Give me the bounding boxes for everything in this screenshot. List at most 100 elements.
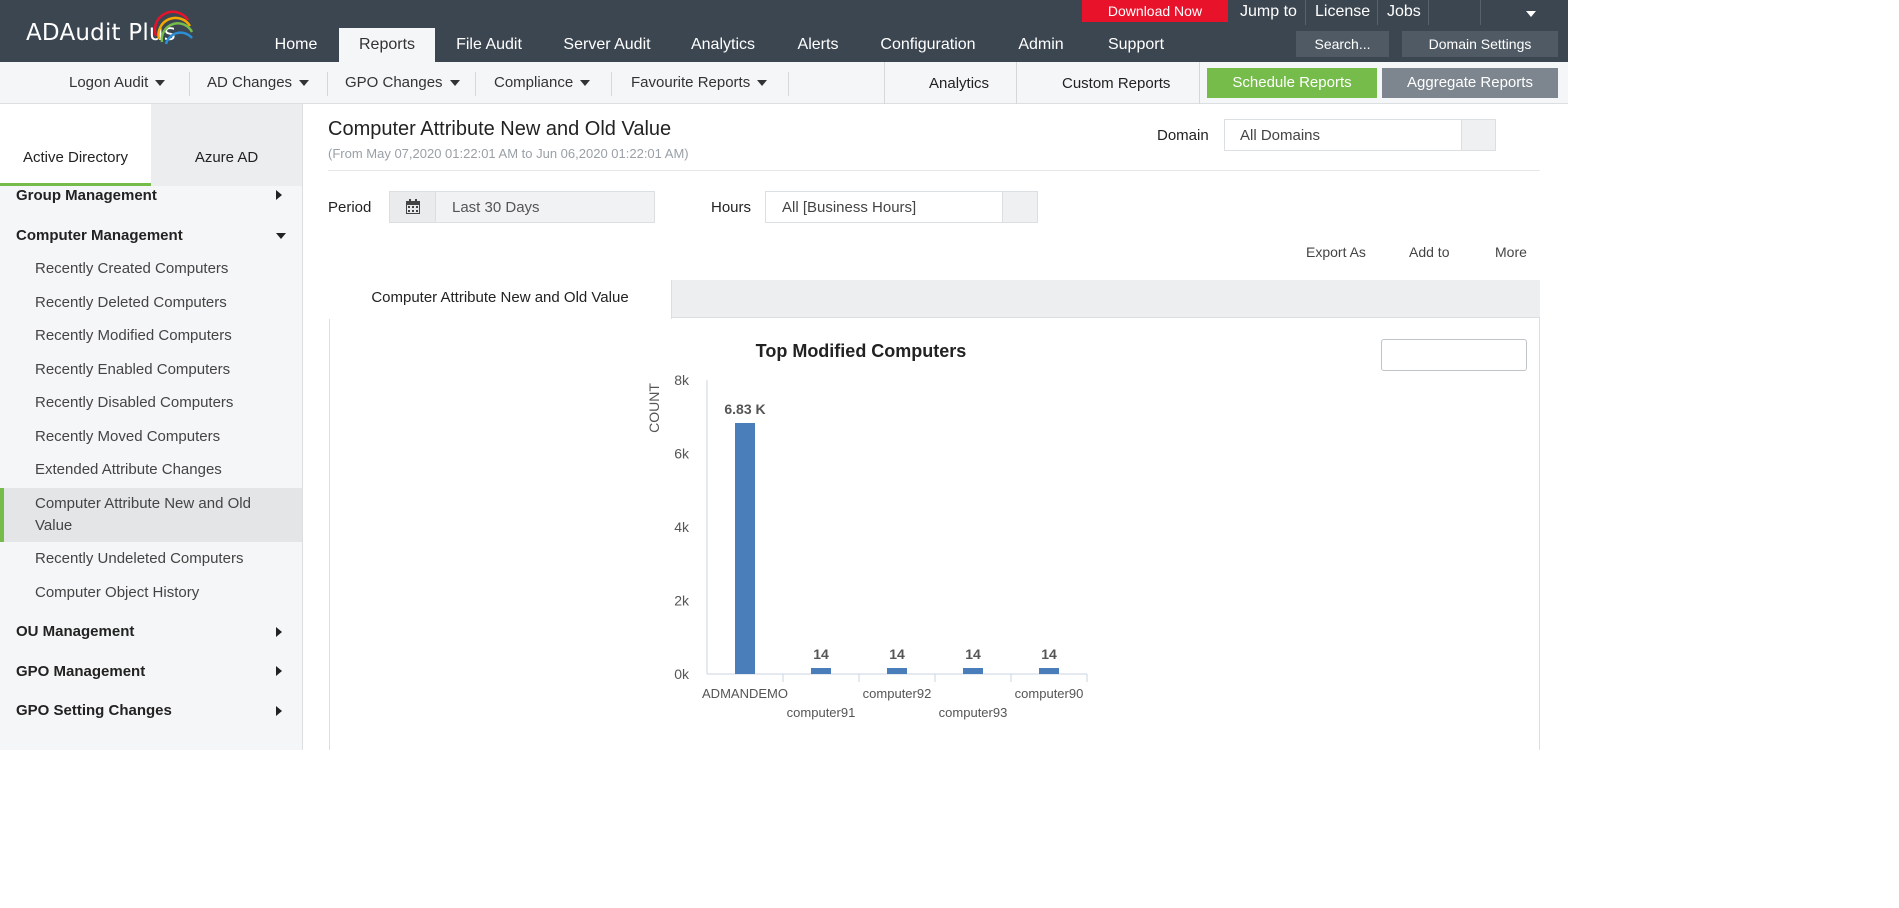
analytics-link[interactable]: Analytics [929,75,990,92]
bar-data-label: 6.83 K [724,401,765,417]
logon-audit-menu[interactable]: Logon Audit [69,74,166,91]
hours-select-value: All [Business Hours] [782,199,917,216]
download-now-button[interactable]: Download Now [1082,0,1228,22]
nav-analytics[interactable]: Analytics [690,36,756,53]
x-tick-label: computer90 [1015,686,1084,701]
chevron-down-icon [449,80,460,87]
y-tick-label: 4k [674,519,690,535]
top-separator [1305,0,1306,25]
hours-select[interactable]: All [Business Hours] [765,191,1038,223]
y-tick-label: 2k [674,593,690,609]
sidebar-item-object-history[interactable]: Computer Object History [35,584,200,601]
jump-to-link[interactable]: Jump to [1240,3,1297,20]
nav-admin[interactable]: Admin [1018,36,1064,53]
chart-title: Top Modified Computers [756,341,967,361]
bar [963,668,983,674]
top-separator [1428,0,1429,25]
sidebar-computer-management[interactable]: Computer Management [16,227,183,244]
nav-support[interactable]: Support [1107,36,1165,53]
top-separator [1480,0,1481,25]
tab-azure-ad[interactable]: Azure AD [151,104,302,186]
chevron-down-icon[interactable] [276,233,286,239]
sidebar-item-recently-created[interactable]: Recently Created Computers [35,260,229,277]
jobs-link[interactable]: Jobs [1387,3,1421,20]
domain-select-toggle[interactable] [1461,120,1495,150]
y-axis-label: COUNT [646,383,662,433]
domain-label: Domain [1157,127,1209,144]
favourite-reports-menu[interactable]: Favourite Reports [631,74,768,91]
more-link[interactable]: More [1495,244,1527,260]
period-select[interactable]: Last 30 Days [389,191,655,223]
bar [1039,668,1059,674]
subnav-separator [884,62,885,104]
domain-select[interactable]: All Domains [1224,119,1496,151]
sidebar-group-management[interactable]: Group Management [16,187,157,204]
nav-file-audit[interactable]: File Audit [456,36,522,53]
nav-reports[interactable]: Reports [339,28,435,62]
sidebar-item-recently-disabled[interactable]: Recently Disabled Computers [35,394,234,411]
nav-alerts[interactable]: Alerts [797,36,839,53]
custom-reports-link[interactable]: Custom Reports [1062,75,1171,92]
nav-server-audit[interactable]: Server Audit [563,36,651,53]
ad-changes-menu[interactable]: AD Changes [207,74,310,91]
sidebar-item-recently-modified[interactable]: Recently Modified Computers [35,327,232,344]
sidebar-gpo-management[interactable]: GPO Management [16,663,146,680]
chevron-down-icon [757,80,768,87]
bar-data-label: 14 [813,646,829,662]
compliance-menu[interactable]: Compliance [494,74,591,91]
x-tick-label: computer92 [863,686,932,701]
user-menu-chevron-down-icon[interactable] [1526,11,1536,17]
chevron-right-icon[interactable] [276,706,282,716]
chevron-right-icon[interactable] [276,627,282,637]
license-link[interactable]: License [1315,3,1371,20]
y-tick-label: 8k [674,372,690,388]
divider [328,170,1540,171]
sidebar-active-highlight [0,488,302,542]
x-tick-label: computer91 [787,705,856,720]
bar-data-label: 14 [889,646,905,662]
chevron-right-icon[interactable] [276,666,282,676]
sidebar-item-recently-deleted[interactable]: Recently Deleted Computers [35,294,227,311]
hours-label: Hours [711,199,752,216]
subnav-separator [475,72,476,96]
tab-attribute-new-old[interactable]: Computer Attribute New and Old Value [329,280,672,319]
chevron-down-icon [299,80,310,87]
chevron-down-icon [155,80,166,87]
subnav-separator [1199,62,1200,104]
sidebar-item-recently-enabled[interactable]: Recently Enabled Computers [35,361,231,378]
bar [735,422,755,674]
period-label: Period [328,199,372,216]
nav-configuration[interactable]: Configuration [880,36,976,53]
add-to-link[interactable]: Add to [1409,244,1450,260]
chart-filter-input[interactable] [1381,339,1527,371]
chevron-right-icon[interactable] [276,190,282,200]
top-separator [1377,0,1378,25]
schedule-reports-button[interactable]: Schedule Reports [1207,68,1377,98]
sidebar-item-attribute-new-old[interactable]: Computer Attribute New and Old Value [35,495,251,534]
sidebar-item-extended-attribute[interactable]: Extended Attribute Changes [35,461,222,478]
sidebar [0,104,303,750]
subnav-separator [327,72,328,96]
nav-home[interactable]: Home [274,36,318,53]
gpo-changes-menu[interactable]: GPO Changes [345,74,460,91]
period-select-value: Last 30 Days [452,199,540,216]
sidebar-item-recently-undeleted[interactable]: Recently Undeleted Computers [35,550,244,567]
sidebar-gpo-setting-changes[interactable]: GPO Setting Changes [16,702,172,719]
report-date-range: (From May 07,2020 01:22:01 AM to Jun 06,… [328,146,689,161]
sidebar-ou-management[interactable]: OU Management [16,623,135,640]
chevron-down-icon [580,80,591,87]
app-logo[interactable]: ADAudit Plus [26,20,176,46]
subnav-separator [611,72,612,96]
subnav-separator [788,72,789,96]
sidebar-item-recently-moved[interactable]: Recently Moved Computers [35,428,221,445]
calendar-icon[interactable] [390,192,436,222]
hours-select-toggle[interactable] [1002,192,1037,222]
tab-active-directory[interactable]: Active Directory [0,104,151,186]
search-button[interactable]: Search... [1296,31,1389,57]
export-as-link[interactable]: Export As [1306,244,1366,260]
aggregate-reports-button[interactable]: Aggregate Reports [1382,68,1558,98]
domain-select-value: All Domains [1240,127,1321,144]
y-tick-label: 6k [674,446,690,462]
top-modified-chart: Top Modified Computers COUNT 0k 2k 4k 6k 8k 6… [646,341,1088,720]
domain-settings-button[interactable]: Domain Settings [1402,31,1558,57]
